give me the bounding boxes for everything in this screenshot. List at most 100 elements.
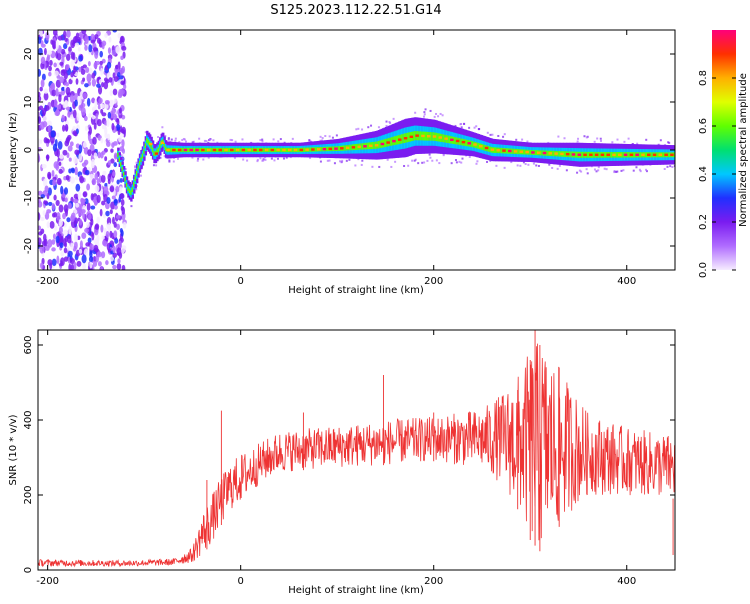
ridge-core: [471, 141, 475, 148]
noise-blob: [101, 81, 105, 88]
ridge-core: [626, 152, 630, 158]
ridge-core: [117, 152, 120, 157]
noise-blob: [57, 35, 63, 41]
noise-blob: [58, 218, 63, 227]
ridge-core: [350, 144, 353, 151]
noise-blob: [40, 79, 45, 88]
speckle: [355, 128, 358, 131]
ridge-peak: [635, 153, 639, 156]
noise-blob: [56, 61, 60, 71]
speckle: [394, 160, 397, 163]
speckle: [348, 158, 351, 161]
noise-blob: [56, 212, 61, 221]
speckle: [635, 166, 638, 169]
ridge-peak: [270, 148, 275, 152]
ridge-core: [228, 147, 232, 153]
spectrogram-axes: -200 0 200 400 -20 -10 0 10 20: [23, 30, 675, 287]
noise-blob: [68, 78, 73, 85]
noise-blob: [65, 106, 71, 111]
speckle: [159, 156, 162, 159]
noise-blob: [115, 64, 119, 70]
ridge-core: [603, 151, 606, 158]
noise-blob: [53, 194, 57, 201]
noise-blob: [113, 230, 118, 238]
speckle: [242, 158, 245, 161]
ridge-core: [199, 147, 203, 153]
noise-blob: [48, 65, 52, 72]
ridge-core: [193, 147, 197, 153]
ridge-peak: [542, 151, 547, 155]
speckle: [208, 139, 211, 142]
speckle: [326, 159, 329, 162]
speckle: [668, 141, 671, 144]
speckle: [423, 161, 426, 164]
speckle: [135, 161, 138, 164]
speckle: [486, 160, 489, 163]
noise-blob: [104, 100, 110, 105]
noise-blob: [121, 139, 125, 148]
noise-blob: [93, 152, 98, 160]
noise-blob: [41, 73, 46, 81]
noise-blob: [117, 72, 121, 78]
colorbar: 0.0 0.2 0.4 0.6 0.8 Normalized spectral ampl…: [698, 30, 749, 278]
speckle: [663, 167, 666, 170]
speckle: [198, 137, 201, 140]
spectrogram-marks: [38, 30, 675, 270]
noise-blob: [106, 197, 111, 204]
noise-blob: [89, 261, 93, 269]
noise-blob: [100, 224, 104, 233]
ridge-peak: [172, 148, 176, 152]
ridge-core: [454, 137, 457, 145]
speckle: [321, 137, 324, 140]
colorbar-ticks: 0.0 0.2 0.4 0.6 0.8: [698, 70, 736, 278]
ridge-core: [373, 141, 376, 149]
x-tick-label: 400: [617, 576, 636, 587]
noise-blob: [42, 115, 47, 122]
noise-blob: [55, 79, 61, 88]
speckle: [454, 159, 457, 162]
noise-blob: [86, 183, 91, 191]
ridge-core: [441, 134, 444, 143]
noise-blob: [102, 239, 107, 246]
noise-blob: [87, 149, 92, 157]
noise-blob: [97, 261, 102, 267]
ridge-peak: [154, 152, 159, 155]
noise-blob: [69, 258, 75, 265]
noise-blob: [70, 215, 75, 223]
ridge-core: [296, 147, 300, 153]
speckle: [578, 169, 581, 172]
noise-blob: [109, 185, 115, 193]
noise-blob: [96, 216, 101, 224]
noise-blob: [110, 148, 114, 153]
noise-blob: [41, 107, 47, 116]
noise-blob: [56, 148, 60, 158]
noise-blob: [96, 178, 100, 185]
ridge-core: [645, 152, 648, 158]
colorbar-ramp: [712, 30, 736, 270]
ridge-peak: [148, 142, 153, 146]
ridge-peak: [276, 148, 280, 152]
ridge-core: [429, 132, 433, 141]
ridge-core: [124, 177, 127, 182]
ridge-peak: [316, 148, 321, 151]
noise-blob: [113, 198, 118, 206]
ridge-core: [188, 147, 191, 153]
noise-blob: [93, 228, 99, 236]
noise-blob: [62, 30, 67, 39]
noise-blob: [97, 104, 101, 110]
noise-blob: [92, 136, 97, 145]
ridge-core: [551, 150, 554, 157]
y-tick-label: -10: [23, 190, 34, 206]
noise-blob: [68, 46, 72, 53]
speckle: [285, 156, 288, 159]
noise-blob: [40, 194, 46, 199]
noise-blob: [86, 221, 90, 228]
noise-blob: [101, 174, 106, 183]
speckle: [468, 155, 471, 158]
ridge-peak: [565, 152, 570, 156]
noise-blob: [55, 87, 59, 97]
ridge-core: [204, 147, 207, 153]
ridge-core: [354, 144, 357, 150]
noise-blob: [100, 67, 104, 76]
x-tick-label: 0: [237, 576, 243, 587]
